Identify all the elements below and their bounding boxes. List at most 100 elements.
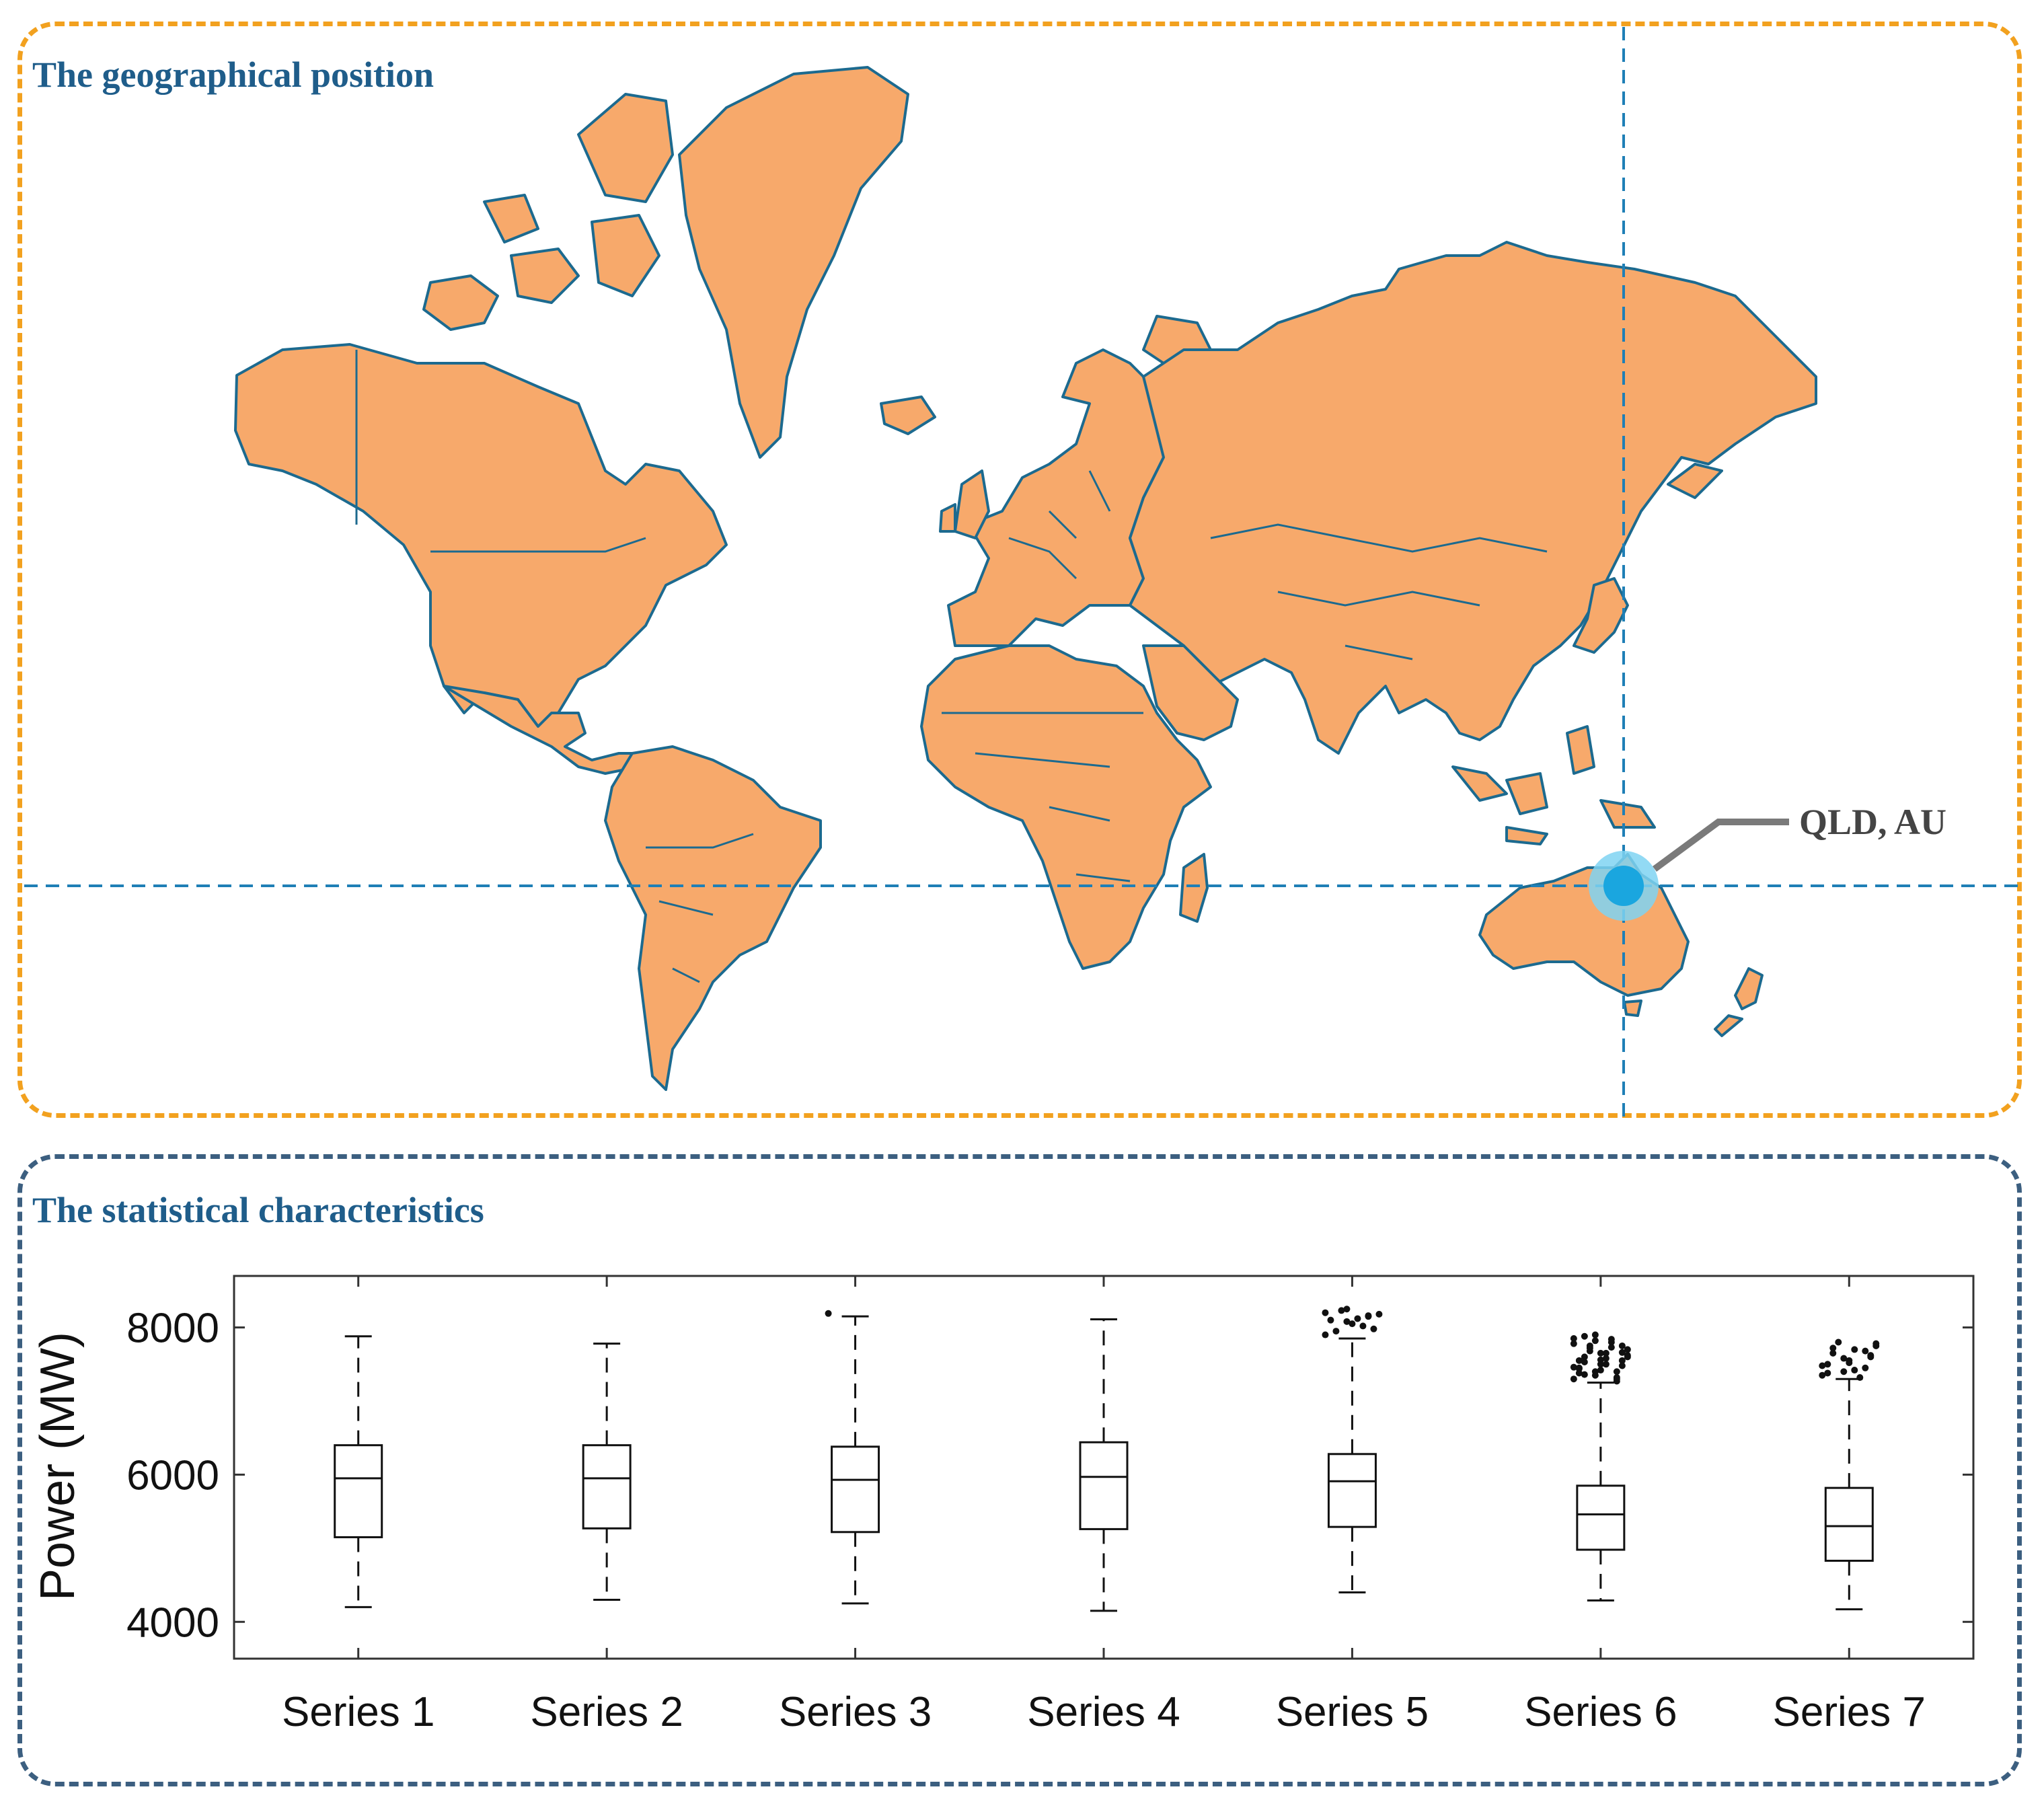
- outlier-point: [1862, 1347, 1869, 1355]
- outlier-point: [1343, 1306, 1351, 1313]
- box-iqr: [1576, 1484, 1626, 1551]
- landmass-se-asia-islands: [1451, 725, 1656, 845]
- outlier-point: [1581, 1332, 1588, 1340]
- outlier-point: [1851, 1367, 1858, 1374]
- outlier-point: [1819, 1371, 1826, 1379]
- box-iqr: [1079, 1441, 1129, 1530]
- outlier-point: [1322, 1331, 1329, 1338]
- border-africa: [942, 712, 1143, 882]
- outlier-point: [1829, 1349, 1837, 1357]
- box-6: [1570, 1331, 1631, 1602]
- outlier-point: [1365, 1312, 1372, 1320]
- outlier-point: [1581, 1353, 1588, 1361]
- outlier-point: [1575, 1357, 1583, 1364]
- landmass-iceland: [880, 395, 936, 435]
- border-asia: [1210, 523, 1548, 660]
- outlier-point: [1581, 1359, 1588, 1366]
- location-marker: [1603, 866, 1644, 906]
- outlier-point: [825, 1310, 832, 1317]
- x-tick-label: Series 2: [530, 1689, 683, 1735]
- box-marks: [334, 1306, 1880, 1612]
- box-1: [334, 1335, 383, 1608]
- box-2: [582, 1343, 632, 1601]
- outlier-point: [1597, 1356, 1604, 1363]
- border-canada-usa: [430, 537, 646, 553]
- outlier-point: [1370, 1325, 1377, 1332]
- landmass-new-zealand: [1714, 967, 1764, 1037]
- box-4: [1079, 1318, 1129, 1612]
- outlier-point: [1570, 1375, 1577, 1383]
- y-axis: 4000 6000 8000: [126, 1306, 1973, 1646]
- outlier-point: [1602, 1355, 1610, 1362]
- outlier-point: [1586, 1345, 1593, 1352]
- landmass-africa: [920, 644, 1212, 970]
- marker-callout-line: [1653, 819, 1789, 872]
- outlier-point: [1613, 1375, 1620, 1383]
- outlier-point: [1618, 1362, 1626, 1369]
- outlier-point: [1354, 1315, 1361, 1322]
- country-borders: [355, 350, 1548, 983]
- world-map: [234, 66, 1817, 1091]
- outlier-point: [1851, 1346, 1858, 1353]
- outlier-point: [1835, 1338, 1842, 1346]
- stats-panel-title: The statistical characteristics: [32, 1190, 484, 1230]
- landmass-north-america: [234, 343, 728, 728]
- outlier-point: [1570, 1363, 1577, 1371]
- landmass-japan: [1573, 463, 1723, 654]
- marker-label: QLD, AU: [1799, 802, 1946, 842]
- x-tick-label: Series 7: [1773, 1689, 1926, 1735]
- outlier-point: [1613, 1368, 1620, 1375]
- x-tick-label: Series 5: [1276, 1689, 1429, 1735]
- outlier-point: [1581, 1371, 1588, 1378]
- outlier-point: [1602, 1361, 1610, 1368]
- map-panel-frame: [17, 22, 2022, 1118]
- landmass-british-isles: [939, 469, 990, 539]
- outlier-point: [1829, 1345, 1837, 1352]
- y-tick-label: 4000: [126, 1599, 219, 1646]
- x-tick-label: Series 3: [779, 1689, 932, 1735]
- outlier-point: [1591, 1337, 1599, 1345]
- landmass-central-america: [443, 685, 647, 775]
- map-panel-title: The geographical position: [32, 54, 434, 95]
- outlier-point: [1343, 1318, 1351, 1325]
- outlier-point: [1591, 1368, 1599, 1375]
- border-europe: [1008, 470, 1111, 580]
- box-iqr: [334, 1444, 383, 1538]
- stats-panel-frame: [17, 1154, 2022, 1786]
- outlier-point: [1327, 1316, 1334, 1324]
- outlier-point: [1359, 1322, 1367, 1330]
- outlier-point: [1597, 1367, 1604, 1374]
- border-south-america: [646, 833, 754, 983]
- box-iqr: [1824, 1486, 1874, 1562]
- outlier-point: [1338, 1307, 1345, 1314]
- outlier-point: [1618, 1342, 1626, 1349]
- outlier-point: [1332, 1328, 1340, 1335]
- box-5: [1322, 1306, 1383, 1594]
- outlier-point: [1570, 1340, 1577, 1347]
- outlier-point: [1591, 1331, 1599, 1338]
- box-7: [1819, 1338, 1880, 1611]
- outlier-point: [1618, 1349, 1626, 1356]
- outlier-point: [1862, 1364, 1869, 1371]
- box-iqr: [831, 1445, 880, 1534]
- outlier-point: [1840, 1355, 1848, 1362]
- landmass-arabia: [1142, 644, 1239, 741]
- x-tick-label: Series 4: [1027, 1689, 1180, 1735]
- x-axis: Series 1 Series 2 Series 3 Series 4 Series 5…: [282, 1276, 1926, 1735]
- box-iqr: [1327, 1453, 1377, 1528]
- outlier-point: [1349, 1320, 1356, 1328]
- outlier-point: [1867, 1352, 1875, 1359]
- outlier-point: [1819, 1362, 1826, 1369]
- landmass-tasmania: [1623, 999, 1642, 1017]
- outlier-point: [1840, 1368, 1848, 1375]
- landmass-south-america: [604, 745, 822, 1091]
- box-3: [825, 1310, 880, 1605]
- outlier-point: [1602, 1349, 1610, 1357]
- box-iqr: [582, 1444, 632, 1530]
- outlier-point: [1624, 1353, 1631, 1361]
- outlier-point: [1846, 1359, 1853, 1367]
- outlier-point: [1824, 1369, 1831, 1377]
- x-tick-label: Series 1: [282, 1689, 434, 1735]
- y-tick-label: 6000: [126, 1452, 219, 1499]
